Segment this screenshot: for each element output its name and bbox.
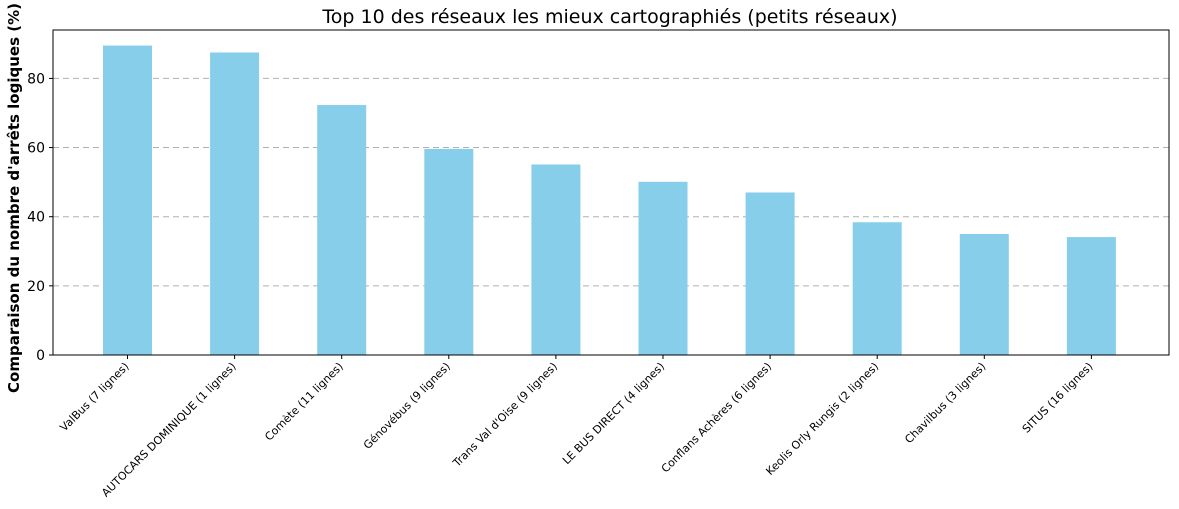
bars	[103, 45, 1116, 356]
plot-frame	[52, 29, 1170, 356]
y-tick-label: 20	[27, 279, 45, 295]
x-tick-label: Comète (11 lignes)	[262, 360, 346, 444]
bar	[424, 148, 474, 355]
x-tick-label: AUTOCARS DOMINIQUE (1 lignes)	[99, 360, 239, 500]
bar	[638, 181, 688, 355]
bar	[103, 45, 152, 356]
bar	[1066, 237, 1116, 355]
y-tick-label: 40	[27, 210, 45, 226]
x-ticks: ValBus (7 lignes)AUTOCARS DOMINIQUE (1 l…	[57, 355, 1096, 500]
x-tick-label: Génovébus (9 lignes)	[361, 360, 453, 452]
x-tick-label: LE BUS DIRECT (4 lignes)	[560, 360, 667, 467]
bar	[531, 164, 581, 355]
x-tick-label: Trans Val d'Oise (9 lignes)	[450, 360, 560, 470]
x-tick-label: ValBus (7 lignes)	[57, 360, 131, 434]
y-tick-label: 60	[27, 141, 45, 157]
bar	[852, 222, 902, 355]
x-tick-label: Chavilbus (3 lignes)	[902, 360, 988, 446]
y-ticks: 0 20 40 60 80	[27, 71, 53, 364]
bar	[959, 233, 1009, 355]
bar	[317, 105, 367, 355]
y-axis-label: Comparaison du nombre d'arrêts logiques …	[5, 3, 23, 393]
x-tick-label: SITUS (16 lignes)	[1020, 360, 1096, 436]
chart-title: Top 10 des réseaux les mieux cartographi…	[321, 6, 897, 28]
x-tick-label: Conflans Achères (6 lignes)	[659, 360, 774, 475]
x-tick-label: Keolis Orly Rungis (2 lignes)	[763, 360, 881, 478]
y-tick-label: 0	[36, 348, 45, 364]
bar	[210, 52, 260, 356]
y-tick-label: 80	[27, 71, 45, 87]
bar	[745, 192, 795, 355]
